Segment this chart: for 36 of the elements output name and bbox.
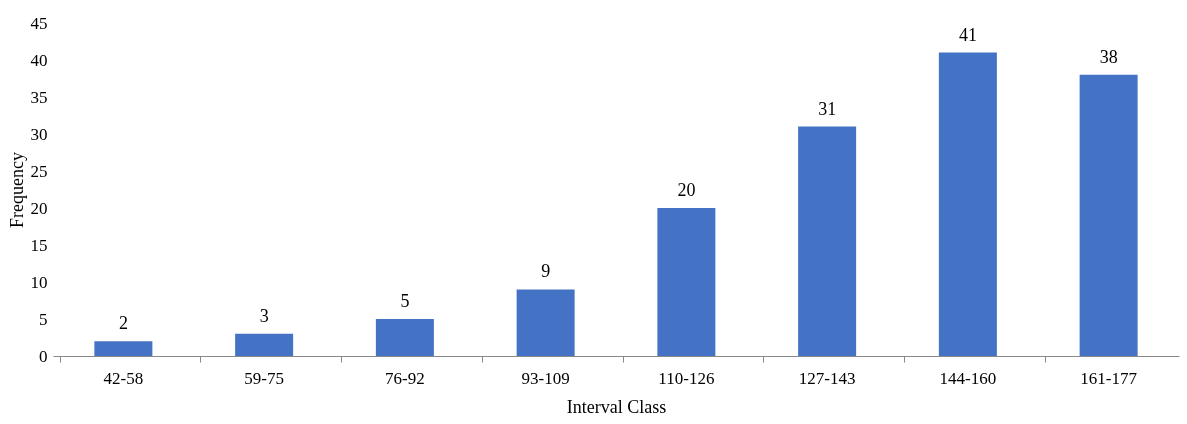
x-axis-title: Interval Class [566, 396, 667, 417]
x-tick-label: 127-143 [798, 368, 856, 388]
x-tick-label: 93-109 [521, 368, 570, 388]
data-label: 5 [400, 291, 410, 311]
y-tick-label: 35 [30, 87, 48, 107]
bar [657, 208, 716, 356]
x-tick-label: 144-160 [939, 368, 997, 388]
bar [516, 289, 575, 356]
bar [235, 333, 294, 356]
data-label: 41 [958, 24, 977, 45]
bar [375, 319, 434, 356]
x-tick-label: 59-75 [244, 368, 284, 388]
y-tick-label: 5 [39, 309, 48, 329]
x-tick-label: 76-92 [385, 368, 425, 388]
data-label: 38 [1099, 46, 1118, 67]
x-tick-label: 110-126 [658, 368, 715, 388]
y-tick-label: 0 [39, 346, 48, 366]
data-label: 3 [259, 305, 269, 326]
y-tick-label: 45 [30, 13, 48, 33]
y-tick-label: 40 [30, 50, 48, 70]
bar [94, 341, 153, 356]
data-label: 9 [541, 261, 551, 282]
y-tick-label: 30 [30, 124, 48, 144]
data-label: 2 [118, 313, 128, 334]
data-label: 31 [818, 98, 837, 119]
y-tick-label: 20 [30, 198, 48, 218]
bar [1079, 74, 1138, 356]
y-tick-label: 10 [30, 272, 48, 292]
y-axis-title: Frequency [6, 152, 27, 228]
x-tick-label: 42-58 [103, 368, 144, 388]
bar [938, 52, 997, 356]
y-tick-label: 25 [30, 161, 48, 181]
bar [798, 126, 857, 356]
x-tick-label: 161-177 [1080, 368, 1138, 388]
data-label: 20 [677, 180, 696, 200]
y-tick-label: 15 [30, 235, 48, 255]
